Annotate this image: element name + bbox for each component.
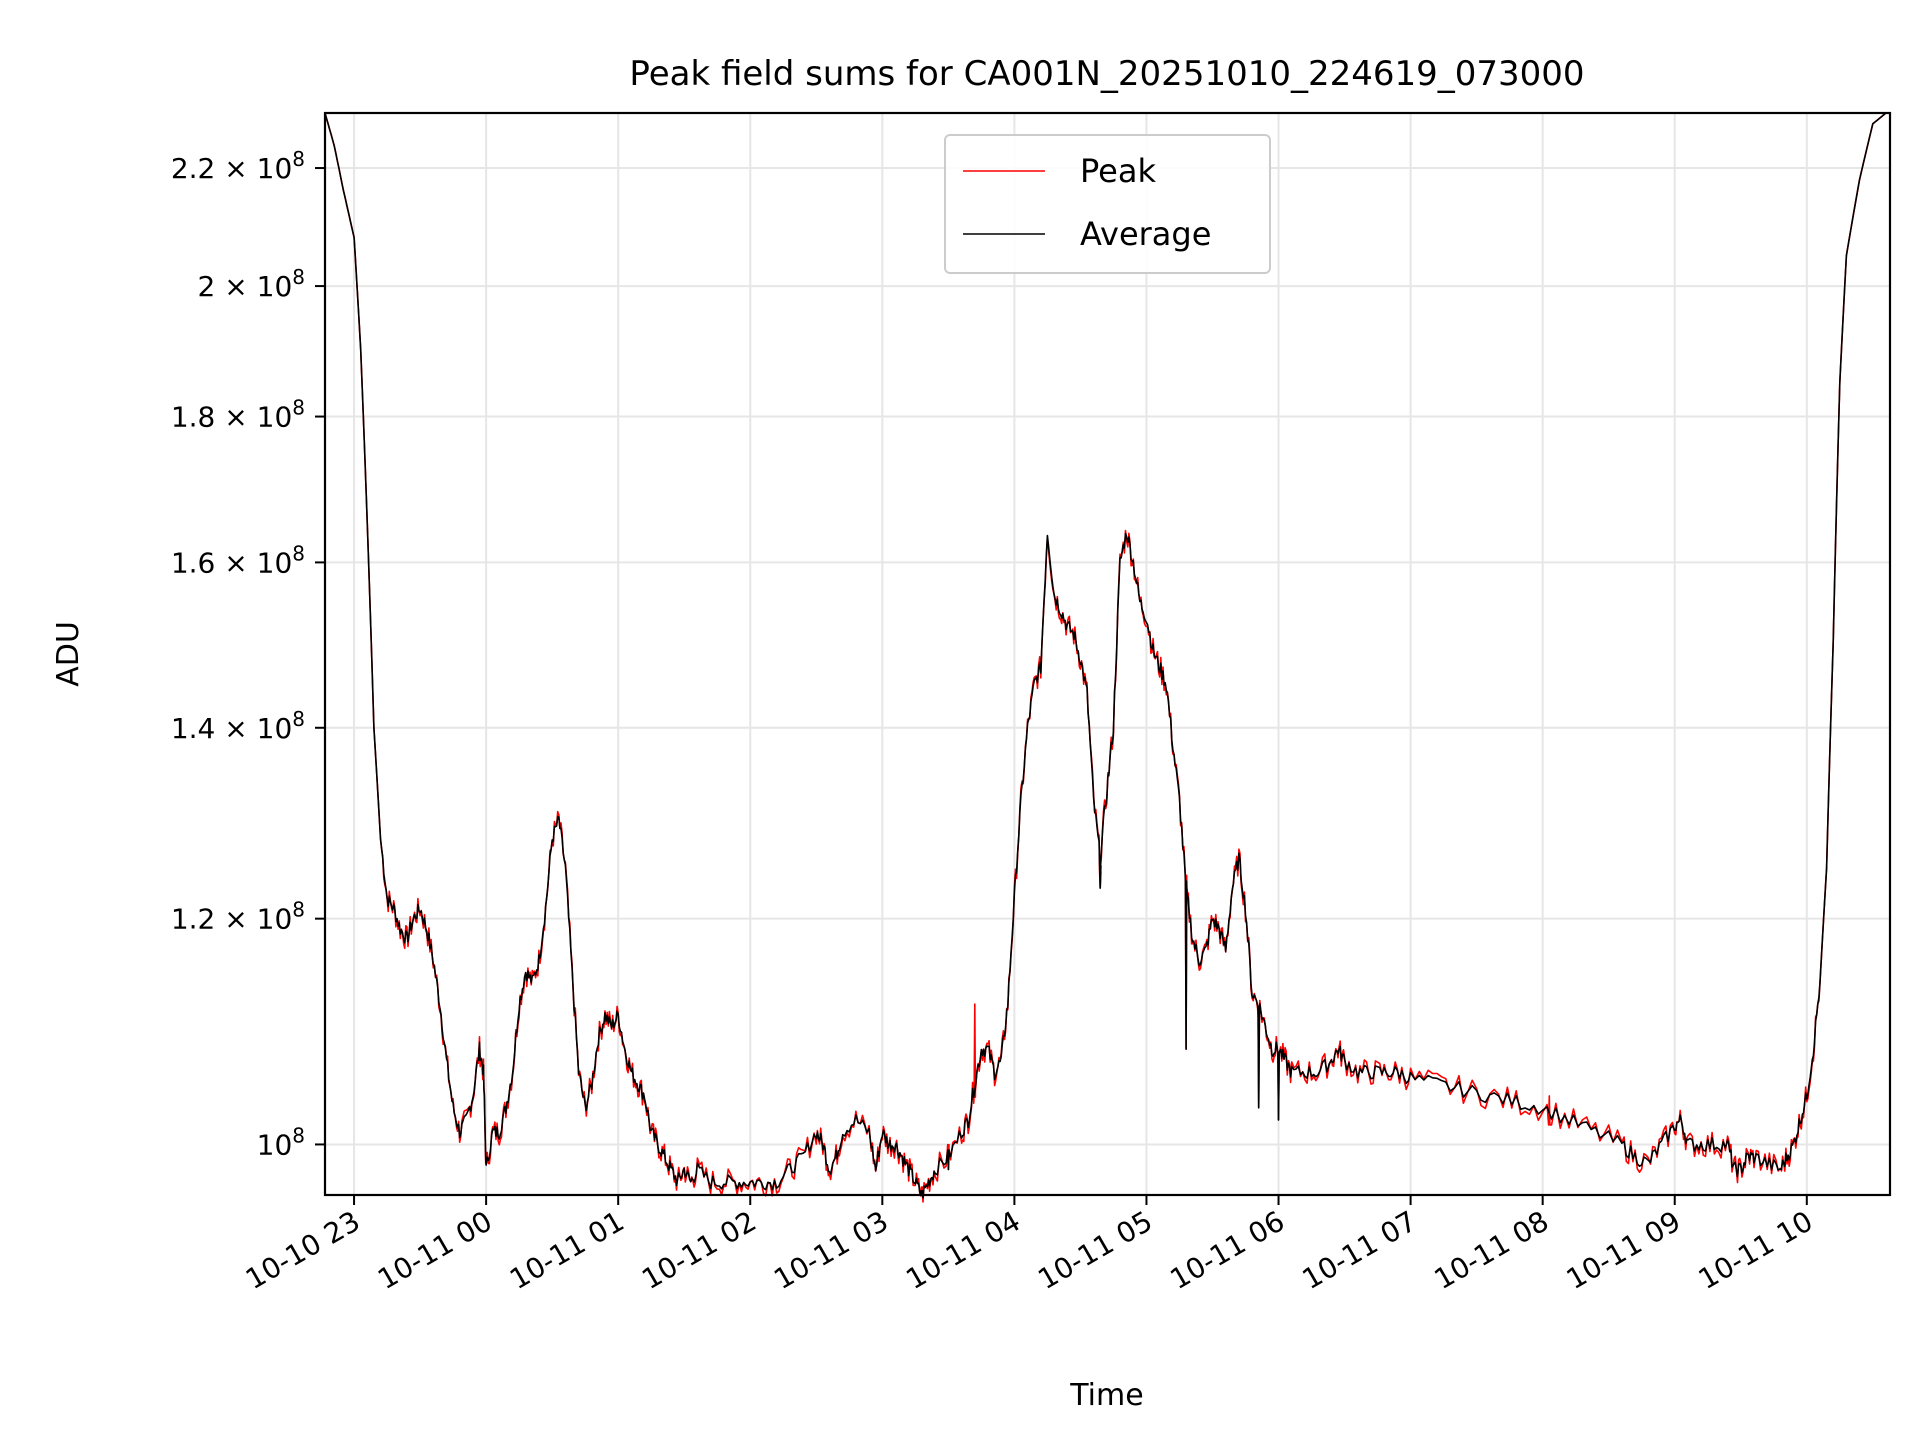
x-tick-label: 10-10 23	[240, 1204, 366, 1296]
x-tick-label: 10-11 01	[504, 1204, 630, 1296]
x-tick-label: 10-11 04	[900, 1204, 1026, 1296]
x-tick-label: 10-11 10	[1693, 1204, 1819, 1296]
y-tick-label: 1.2 × 108	[171, 898, 305, 936]
legend-peak-label: Peak	[1080, 152, 1156, 190]
y-tick-label: 108	[257, 1123, 305, 1161]
x-tick-label: 10-11 00	[372, 1204, 498, 1296]
y-tick-label: 1.8 × 108	[171, 396, 305, 434]
plot-lines	[324, 112, 1891, 1203]
x-tick-label: 10-11 05	[1032, 1204, 1158, 1296]
legend: Peak Average	[944, 134, 1271, 274]
y-axis-label: ADU	[51, 621, 86, 687]
y-ticks: 108 1.2 × 108 1.4 × 108 1.6 × 108 1.8 × 108 2…	[171, 147, 325, 1161]
y-tick-label: 2.2 × 108	[171, 147, 305, 185]
legend-box	[944, 134, 1271, 274]
x-tick-label: 10-11 06	[1165, 1204, 1291, 1296]
grid	[325, 113, 1890, 1195]
x-axis-label: Time	[1069, 1378, 1143, 1413]
y-tick-label: 1.4 × 108	[171, 707, 305, 745]
legend-average-label: Average	[1080, 215, 1211, 253]
x-tick-label: 10-11 09	[1561, 1204, 1687, 1296]
plot-frame	[323, 111, 1892, 1197]
x-tick-label: 10-11 08	[1429, 1204, 1555, 1296]
chart-title: Peak field sums for CA001N_20251010_2246…	[629, 54, 1584, 94]
x-tick-label: 10-11 03	[768, 1204, 894, 1296]
x-ticks: 10-10 23 10-11 00 10-11 01 10-11 02 10-11 03…	[240, 1195, 1818, 1296]
y-tick-label: 1.6 × 108	[171, 541, 305, 579]
x-tick-label: 10-11 07	[1297, 1204, 1423, 1296]
series-average-line	[324, 112, 1891, 1199]
x-tick-label: 10-11 02	[636, 1204, 762, 1296]
series-peak-line	[324, 112, 1891, 1203]
y-tick-label: 2 × 108	[198, 265, 305, 303]
